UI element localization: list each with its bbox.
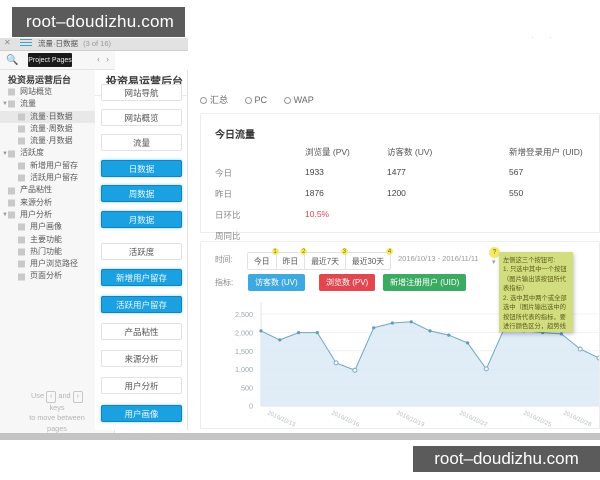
- svg-text:2016/10/25: 2016/10/25: [522, 410, 552, 428]
- svg-text:2016/10/16: 2016/10/16: [330, 410, 360, 428]
- svg-text:2016/10/28: 2016/10/28: [562, 410, 592, 428]
- svg-text:1,000: 1,000: [235, 365, 253, 374]
- svg-text:2,000: 2,000: [235, 328, 253, 337]
- svg-text:500: 500: [241, 384, 253, 393]
- svg-text:2016/10/19: 2016/10/19: [395, 410, 425, 428]
- svg-text:2016/10/22: 2016/10/22: [458, 410, 488, 428]
- svg-text:2016/10/13: 2016/10/13: [266, 410, 296, 428]
- svg-text:0: 0: [249, 402, 253, 411]
- svg-text:1,500: 1,500: [235, 347, 253, 356]
- svg-text:2,500: 2,500: [235, 310, 253, 319]
